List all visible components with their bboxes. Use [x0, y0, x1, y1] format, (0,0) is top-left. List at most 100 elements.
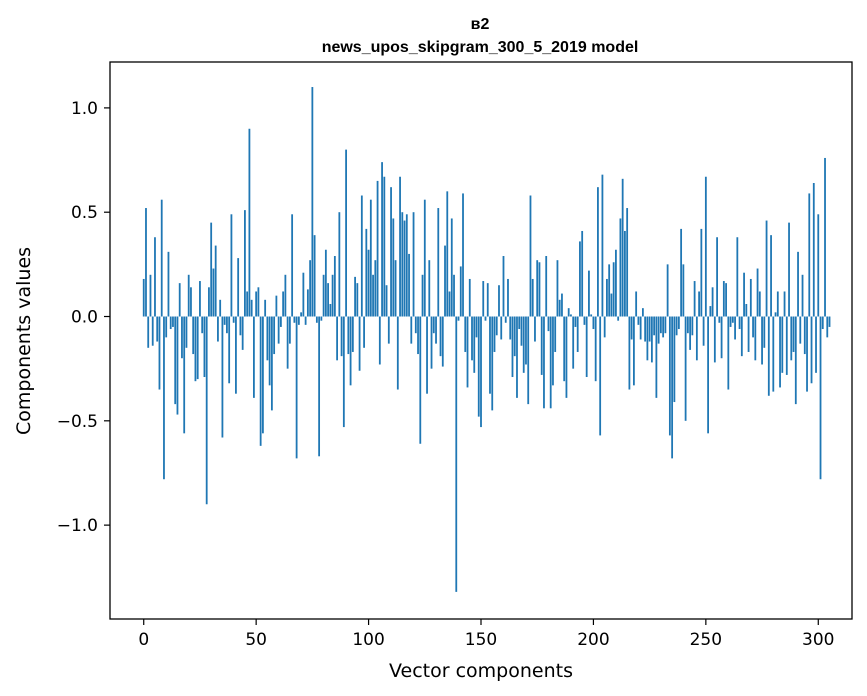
- bar: [444, 245, 446, 317]
- bar: [824, 157, 826, 317]
- bar: [322, 274, 325, 317]
- bar: [606, 278, 608, 317]
- bar: [536, 260, 539, 317]
- bar: [226, 316, 228, 334]
- bar: [646, 316, 649, 361]
- bar: [293, 316, 296, 323]
- bar: [178, 283, 181, 317]
- bar: [812, 183, 815, 317]
- bar: [405, 214, 408, 317]
- bar: [230, 214, 233, 317]
- bar: [378, 316, 381, 365]
- bar: [520, 316, 523, 346]
- bar: [300, 312, 303, 317]
- bar: [704, 176, 707, 317]
- bar: [504, 316, 507, 323]
- bar: [801, 274, 804, 317]
- y-tick-label: −0.5: [57, 412, 98, 432]
- bar: [448, 291, 451, 317]
- bar: [437, 208, 440, 317]
- bar: [419, 316, 422, 444]
- chart-subtitle: news_upos_skipgram_300_5_2019 model: [322, 39, 639, 56]
- bar: [333, 256, 336, 317]
- bar: [659, 316, 662, 334]
- bar: [563, 316, 566, 382]
- bar: [734, 316, 736, 340]
- bar: [408, 253, 410, 317]
- bar: [680, 228, 683, 317]
- bar: [466, 316, 469, 388]
- bar: [518, 316, 521, 330]
- bar: [147, 316, 150, 348]
- bar: [192, 316, 195, 355]
- bar: [783, 291, 786, 317]
- bar: [201, 316, 204, 334]
- bar: [790, 316, 793, 361]
- bar: [628, 316, 631, 390]
- bar: [156, 316, 159, 342]
- bar: [664, 316, 667, 334]
- bar: [797, 251, 799, 317]
- bar: [806, 316, 808, 392]
- bar: [756, 268, 759, 317]
- bar: [158, 316, 161, 390]
- bar: [181, 316, 183, 359]
- bar: [691, 316, 694, 336]
- bar: [354, 276, 356, 317]
- bar: [414, 316, 417, 334]
- x-axis: 0 50 100 150 200 250 300: [138, 619, 834, 650]
- bar: [356, 283, 359, 317]
- bar: [772, 316, 775, 392]
- bar: [482, 281, 485, 317]
- bar: [468, 278, 471, 317]
- bar: [315, 316, 318, 323]
- bar: [306, 289, 309, 317]
- bar: [498, 285, 500, 317]
- bar: [212, 268, 215, 317]
- bar: [675, 316, 678, 336]
- bar: [740, 316, 743, 357]
- bar: [765, 220, 768, 317]
- bar: [794, 316, 797, 405]
- bar: [754, 316, 757, 361]
- chart-title: в2: [471, 16, 490, 33]
- bar: [549, 316, 552, 409]
- bar: [203, 316, 206, 378]
- bar: [464, 316, 467, 352]
- bar: [185, 316, 188, 348]
- y-tick-label: 0.5: [71, 203, 98, 223]
- bar: [439, 316, 442, 357]
- bar: [788, 222, 790, 317]
- bar: [736, 237, 739, 317]
- bar: [529, 195, 532, 317]
- bar: [253, 316, 255, 398]
- bar: [266, 316, 269, 361]
- bar: [196, 316, 199, 380]
- bar: [360, 195, 363, 317]
- bar: [511, 316, 514, 378]
- bar: [383, 176, 386, 317]
- bar: [288, 316, 291, 344]
- bar: [459, 266, 462, 317]
- bar: [552, 316, 554, 386]
- bar: [295, 316, 298, 459]
- bar: [588, 270, 590, 317]
- bar: [633, 316, 635, 386]
- bar: [713, 316, 716, 363]
- bar: [747, 316, 750, 352]
- x-tick-label: 250: [690, 630, 722, 650]
- bar: [228, 316, 231, 384]
- bar: [232, 316, 235, 323]
- bar: [585, 316, 588, 378]
- bar: [399, 176, 401, 317]
- bar: [432, 316, 435, 334]
- bar: [176, 316, 179, 415]
- x-tick-label: 0: [138, 630, 149, 650]
- bar: [403, 220, 406, 317]
- bar: [367, 249, 370, 317]
- bar: [210, 222, 213, 317]
- bar: [493, 316, 496, 352]
- bar: [428, 260, 431, 317]
- bar: [761, 316, 763, 365]
- bar: [684, 316, 687, 421]
